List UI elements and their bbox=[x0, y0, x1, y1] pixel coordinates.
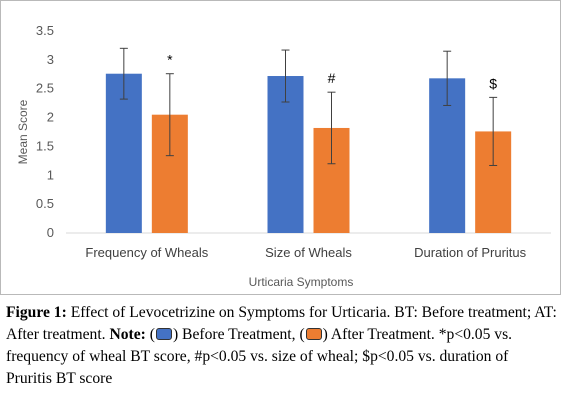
y-tick-label: 0 bbox=[47, 225, 54, 240]
figure-caption: Figure 1: Effect of Levocetrizine on Sym… bbox=[6, 302, 558, 390]
at-definition: AT: After treatment. bbox=[6, 304, 557, 343]
y-axis-title: Mean Score bbox=[16, 99, 30, 164]
after-open: ( bbox=[299, 326, 305, 343]
significance-marker: $ bbox=[489, 75, 497, 91]
star-significance: *p<0.05 vs. frequency of wheal BT score, bbox=[6, 326, 513, 365]
y-tick-label: 0.5 bbox=[36, 196, 54, 211]
before-treatment-swatch bbox=[155, 328, 172, 340]
y-tick-label: 3.5 bbox=[36, 23, 54, 38]
chart-frame: 0 0.5 1 1.5 2 2.5 3 3.5 * # $ Frequency of Wheals… bbox=[0, 0, 561, 295]
bar-before bbox=[105, 73, 142, 233]
before-treatment-text: ) Before Treatment, bbox=[172, 326, 296, 343]
after-treatment-swatch bbox=[305, 328, 322, 340]
before-open: ( bbox=[149, 326, 155, 343]
category-label: Duration of Pruritus bbox=[414, 245, 526, 260]
y-tick-label: 1.5 bbox=[36, 138, 54, 153]
after-treatment-text: ) After Treatment. bbox=[322, 326, 435, 343]
category-label: Size of Wheals bbox=[265, 245, 352, 260]
x-axis-categories: Frequency of Wheals Size of Wheals Duratio… bbox=[85, 245, 526, 260]
dollar-significance: $p<0.05 vs. duration of Pruritis BT scor… bbox=[6, 348, 509, 387]
y-tick-label: 2.5 bbox=[36, 81, 54, 96]
y-tick-label: 3 bbox=[47, 52, 54, 67]
hash-significance: #p<0.05 vs. size of wheal; bbox=[194, 348, 359, 365]
category-label: Frequency of Wheals bbox=[85, 245, 208, 260]
figure-label: Figure 1: bbox=[6, 304, 67, 321]
bar-chart: 0 0.5 1 1.5 2 2.5 3 3.5 * # $ Frequency of Wheals… bbox=[16, 23, 551, 289]
bt-definition: BT: Before treatment; bbox=[394, 304, 532, 321]
note-label: Note: bbox=[109, 326, 146, 343]
significance-marker: * bbox=[167, 52, 173, 68]
caption-title: Effect of Levocetrizine on Symptoms for … bbox=[70, 304, 391, 321]
significance-marker: # bbox=[328, 70, 336, 86]
y-tick-label: 2 bbox=[47, 110, 54, 125]
x-axis-title: Urticaria Symptoms bbox=[249, 275, 354, 289]
y-tick-label: 1 bbox=[47, 167, 54, 182]
bars: * # $ bbox=[105, 47, 512, 233]
y-axis-ticks: 0 0.5 1 1.5 2 2.5 3 3.5 bbox=[36, 23, 54, 240]
